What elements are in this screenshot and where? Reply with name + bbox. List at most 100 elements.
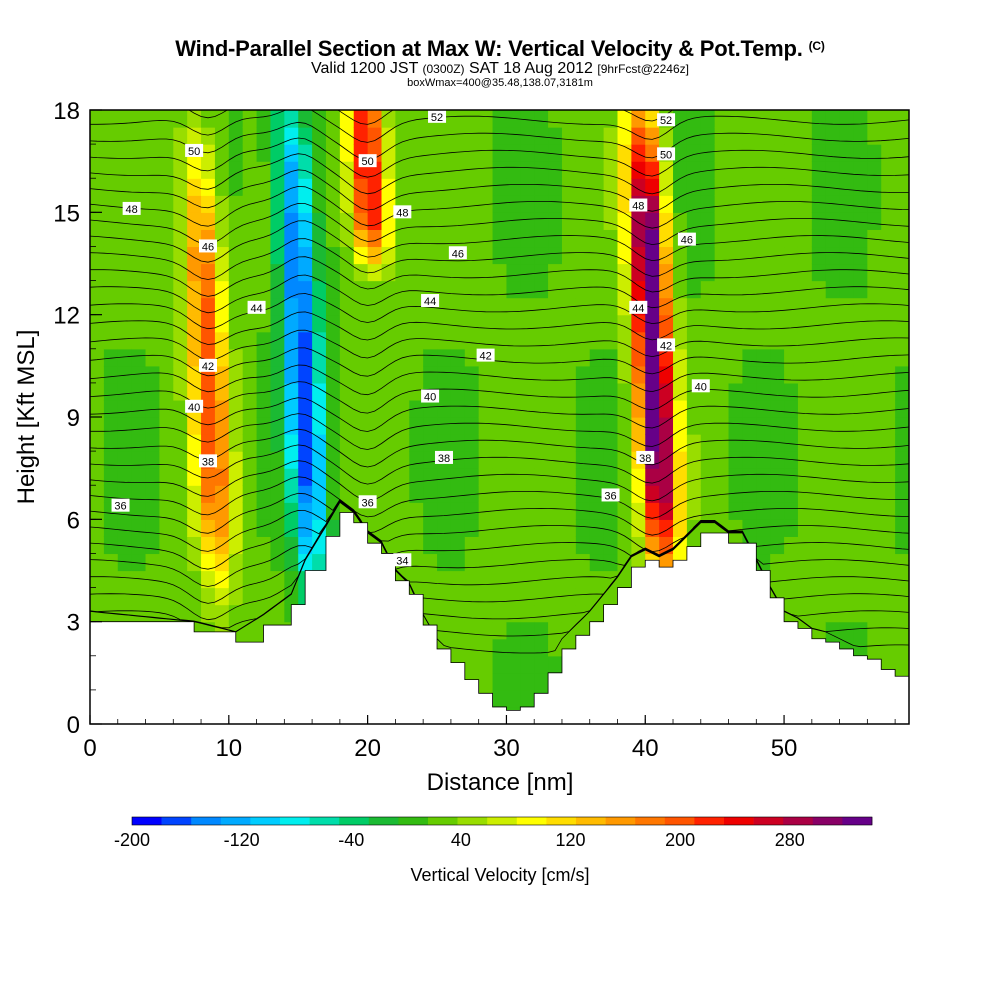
- field-cell: [492, 314, 508, 333]
- field-cell: [409, 110, 424, 128]
- field-cell: [423, 365, 438, 384]
- field-cell: [298, 536, 313, 555]
- x-tick-label: 0: [83, 735, 96, 762]
- field-cell: [242, 161, 258, 179]
- colorbar: -200 -120 -40 40 120 200 280: [114, 816, 873, 850]
- field-cell: [631, 331, 646, 350]
- field-cell: [589, 365, 605, 384]
- field-cell: [131, 178, 147, 196]
- isentrope-label: 42: [476, 348, 495, 363]
- field-cell: [881, 246, 896, 265]
- field-cell: [173, 382, 188, 401]
- field-cell: [700, 212, 716, 230]
- field-cell: [325, 246, 341, 265]
- field-cell: [187, 553, 202, 572]
- field-cell: [575, 621, 591, 640]
- field-cell: [895, 365, 909, 384]
- field-cell: [450, 348, 466, 367]
- field-cell: [423, 519, 438, 537]
- colorbar-swatch: [487, 817, 518, 825]
- field-cell: [534, 348, 549, 367]
- isentrope-label: 42: [198, 358, 217, 373]
- field-cell: [811, 502, 827, 520]
- field-cell: [756, 365, 771, 384]
- field-cell: [131, 229, 147, 248]
- field-cell: [228, 110, 244, 128]
- field-cell: [159, 434, 174, 452]
- field-cell: [506, 604, 521, 623]
- field-cell: [603, 382, 619, 401]
- field-cell: [867, 604, 882, 623]
- field-cell: [520, 212, 535, 230]
- field-cell: [117, 604, 133, 623]
- field-cell: [228, 348, 244, 367]
- field-cell: [464, 331, 480, 350]
- field-cell: [464, 195, 480, 213]
- field-cell: [270, 451, 285, 469]
- field-cell: [561, 502, 577, 520]
- field-cell: [103, 570, 119, 589]
- field-cell: [423, 451, 438, 469]
- isentrope-label: 40: [691, 379, 710, 393]
- x-tick-label: 10: [215, 735, 242, 762]
- field-cell: [617, 314, 632, 333]
- field-cell: [770, 553, 785, 572]
- field-cell: [839, 314, 855, 333]
- field-cell: [561, 365, 577, 384]
- field-cell: [575, 485, 591, 503]
- field-cell: [187, 280, 202, 299]
- field-cell: [534, 621, 549, 640]
- field-cell: [589, 161, 605, 179]
- field-cell: [561, 314, 577, 333]
- field-cell: [103, 399, 119, 418]
- field-cell: [673, 297, 688, 316]
- field-cell: [242, 604, 258, 623]
- field-cell: [492, 451, 508, 469]
- field-cell: [298, 468, 313, 486]
- field-cell: [437, 297, 452, 316]
- field-cell: [312, 485, 327, 503]
- field-cell: [353, 417, 369, 435]
- field-cell: [284, 331, 299, 350]
- field-cell: [603, 365, 619, 384]
- field-cell: [561, 348, 577, 367]
- field-cell: [437, 399, 452, 418]
- field-cell: [437, 621, 452, 640]
- field-cell: [159, 604, 174, 623]
- field-cell: [548, 263, 563, 282]
- field-cell: [686, 280, 702, 299]
- field-cell: [686, 144, 702, 162]
- field-cell: [700, 178, 716, 196]
- field-cell: [367, 451, 383, 469]
- field-cell: [353, 348, 369, 367]
- field-cell: [825, 331, 841, 350]
- field-cell: [561, 587, 577, 606]
- field-cell: [381, 331, 396, 350]
- field-cell: [464, 434, 480, 452]
- field-cell: [561, 382, 577, 401]
- field-cell: [853, 485, 868, 503]
- field-cell: [395, 451, 410, 469]
- field-cell: [478, 382, 494, 401]
- field-cell: [381, 212, 396, 230]
- field-cell: [173, 417, 188, 435]
- field-cell: [159, 110, 174, 128]
- field-cell: [270, 229, 285, 248]
- field-cell: [770, 110, 785, 128]
- field-cell: [478, 570, 494, 589]
- field-cell: [589, 451, 605, 469]
- field-cell: [492, 638, 508, 657]
- field-cell: [811, 399, 827, 418]
- field-cell: [784, 417, 799, 435]
- isentrope-label: 44: [247, 300, 266, 315]
- field-cell: [131, 127, 147, 145]
- field-cell: [617, 553, 632, 572]
- field-cell: [395, 144, 410, 162]
- field-cell: [797, 263, 813, 282]
- isentrope-contours: [90, 110, 909, 654]
- isentrope-label: 44: [629, 300, 648, 315]
- field-cell: [881, 212, 896, 230]
- terrain-mask: [89, 512, 910, 725]
- field-cell: [881, 280, 896, 299]
- field-cell: [145, 485, 161, 503]
